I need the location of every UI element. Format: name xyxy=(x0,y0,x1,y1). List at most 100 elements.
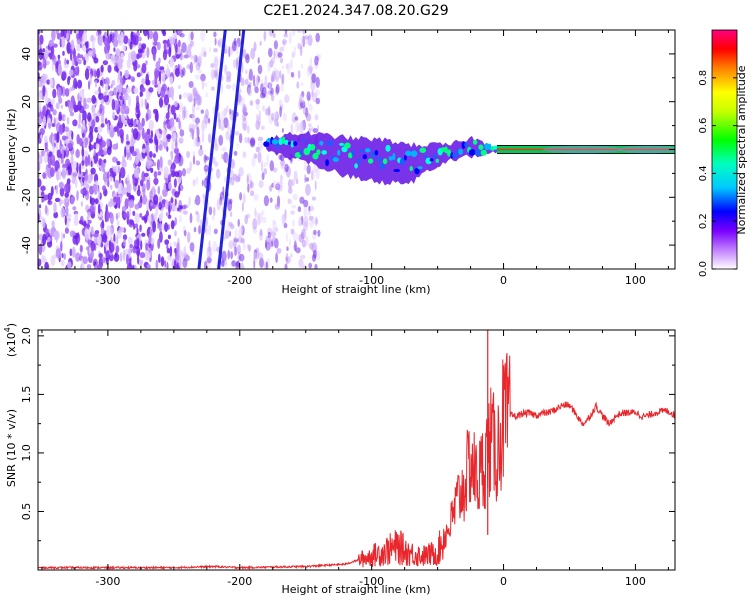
noise-speckle xyxy=(61,135,67,141)
noise-speckle xyxy=(297,42,300,49)
noise-speckle xyxy=(238,253,245,262)
noise-speckle xyxy=(141,232,146,237)
noise-speckle xyxy=(117,182,124,195)
signal-blob xyxy=(432,154,437,158)
noise-speckle xyxy=(158,97,164,108)
noise-speckle xyxy=(109,33,113,42)
noise-speckle xyxy=(81,262,85,269)
signal-blob xyxy=(344,142,351,149)
noise-speckle xyxy=(195,93,201,106)
noise-speckle xyxy=(315,97,320,105)
noise-speckle xyxy=(311,73,317,84)
noise-speckle xyxy=(77,92,80,102)
noise-speckle xyxy=(191,128,195,136)
signal-blob xyxy=(326,140,334,147)
noise-speckle xyxy=(129,219,135,226)
signal-blob xyxy=(337,149,341,156)
noise-speckle xyxy=(175,43,178,54)
noise-speckle xyxy=(242,111,247,122)
noise-speckle xyxy=(274,203,280,210)
noise-speckle xyxy=(110,54,116,64)
noise-speckle xyxy=(242,151,247,158)
colorbar: 0.0 0.2 0.4 0.6 0.8 Normalized spectral ampl… xyxy=(698,29,748,277)
noise-speckle xyxy=(168,181,172,190)
signal-blob xyxy=(359,149,365,154)
noise-speckle xyxy=(142,194,147,205)
noise-speckle xyxy=(115,213,119,220)
noise-speckle xyxy=(61,148,64,161)
noise-speckle xyxy=(73,216,79,226)
figure-title: C2E1.2024.347.08.20.G29 xyxy=(263,3,448,19)
noise-speckle xyxy=(156,41,161,51)
noise-speckle xyxy=(157,171,162,176)
noise-speckle xyxy=(39,215,44,225)
noise-speckle xyxy=(120,52,124,60)
noise-speckle xyxy=(178,137,184,144)
noise-speckle xyxy=(167,214,172,219)
noise-speckle xyxy=(300,254,306,259)
noise-speckle xyxy=(220,83,224,95)
noise-speckle xyxy=(43,151,48,164)
noise-speckle xyxy=(122,212,128,218)
noise-speckle xyxy=(269,197,273,203)
noise-speckle xyxy=(66,32,69,40)
noise-speckle xyxy=(38,178,42,188)
noise-speckle xyxy=(240,237,245,244)
noise-speckle xyxy=(247,86,252,97)
noise-speckle xyxy=(100,64,104,73)
noise-speckle xyxy=(76,162,79,174)
noise-speckle xyxy=(150,129,153,139)
heatmap-noise xyxy=(38,30,322,269)
noise-speckle xyxy=(311,196,316,201)
signal-blob xyxy=(274,145,281,149)
noise-speckle xyxy=(137,253,140,265)
noise-speckle xyxy=(209,46,212,53)
noise-speckle xyxy=(292,232,298,242)
noise-speckle xyxy=(263,195,269,207)
noise-speckle xyxy=(276,181,280,190)
noise-speckle xyxy=(206,226,209,236)
noise-speckle xyxy=(216,198,221,211)
noise-speckle xyxy=(291,51,295,59)
noise-speckle xyxy=(51,30,56,41)
noise-speckle xyxy=(303,205,308,218)
noise-speckle xyxy=(85,183,90,190)
noise-speckle xyxy=(290,210,295,215)
noise-speckle xyxy=(186,231,191,244)
y-tick-label: 1.0 xyxy=(20,444,33,462)
noise-speckle xyxy=(178,184,184,192)
noise-speckle xyxy=(149,190,152,198)
bottom-x-axis: -300 -200 -100 0 100 xyxy=(41,330,669,588)
noise-speckle xyxy=(275,83,280,94)
noise-speckle xyxy=(208,117,211,124)
noise-speckle xyxy=(263,168,268,175)
noise-speckle xyxy=(64,126,70,132)
signal-blob xyxy=(461,141,466,150)
noise-speckle xyxy=(104,242,109,248)
noise-speckle xyxy=(208,240,211,252)
noise-speckle xyxy=(309,242,314,250)
noise-speckle xyxy=(173,147,179,155)
noise-speckle xyxy=(162,30,167,37)
noise-speckle xyxy=(133,223,136,230)
noise-speckle xyxy=(278,99,283,107)
noise-speckle xyxy=(50,154,53,166)
noise-speckle xyxy=(269,184,273,192)
noise-speckle xyxy=(132,119,136,128)
noise-speckle xyxy=(297,218,303,227)
noise-speckle xyxy=(225,130,230,141)
noise-speckle xyxy=(279,57,284,64)
signal-blob xyxy=(339,142,345,146)
noise-speckle xyxy=(67,142,73,150)
noise-speckle xyxy=(115,245,120,254)
noise-speckle xyxy=(172,132,177,143)
noise-speckle xyxy=(189,212,193,224)
noise-speckle xyxy=(224,259,227,266)
noise-speckle xyxy=(84,138,88,149)
noise-speckle xyxy=(170,150,173,157)
noise-speckle xyxy=(110,226,113,235)
noise-speckle xyxy=(170,220,175,230)
noise-speckle xyxy=(212,241,218,253)
x-tick-label: -300 xyxy=(95,575,120,588)
noise-speckle xyxy=(284,163,289,173)
